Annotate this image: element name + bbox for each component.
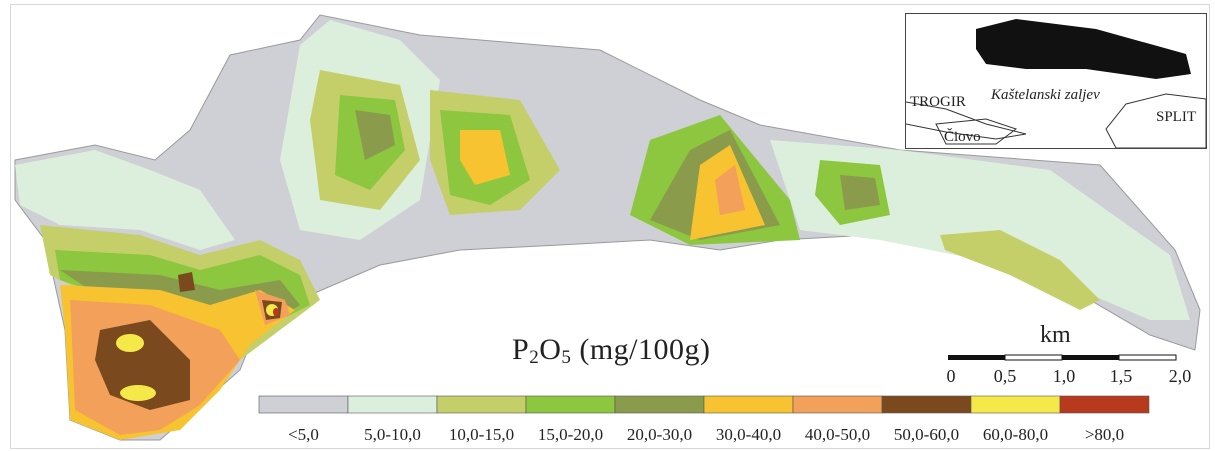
legend-swatch — [525, 395, 616, 414]
legend-label: 50,0-60,0 — [893, 425, 960, 444]
legend-label: 5,0-10,0 — [364, 425, 421, 444]
map-frame — [10, 4, 1210, 449]
legend-label: 40,0-50,0 — [804, 425, 871, 444]
scale-tick: 0,5 — [993, 366, 1017, 386]
legend-swatch — [703, 395, 794, 414]
zone-40-50-a — [715, 165, 745, 215]
legend-label: 15,0-20,0 — [537, 425, 604, 444]
legend-label: <5,0 — [288, 425, 319, 444]
legend-label: 10,0-15,0 — [448, 425, 515, 444]
zone-50-60-a — [178, 272, 195, 292]
map-title: P2O5 (mg/100g) — [512, 333, 711, 368]
zone-20-30-b — [840, 175, 880, 210]
scale-tick: 1,0 — [1052, 366, 1076, 386]
label-split: SPLIT — [1156, 109, 1197, 125]
scale-unit: km — [1040, 322, 1071, 348]
legend-swatch — [970, 395, 1061, 414]
legend-swatch — [792, 395, 883, 414]
zone-5-10-west — [15, 150, 235, 250]
label-bay: Kaštelanski zaljev — [991, 87, 1100, 103]
location-inset: TROGIR Kaštelanski zaljev SPLIT Čiovo — [905, 13, 1207, 149]
zone-10-15-c — [940, 230, 1100, 310]
scale-tick: 1,5 — [1109, 366, 1133, 386]
legend-swatch — [614, 395, 705, 414]
legend-bar — [258, 395, 1150, 414]
legend-swatch — [347, 395, 438, 414]
legend-label: 20,0-30,0 — [626, 425, 693, 444]
inset-map — [905, 19, 1207, 149]
label-trogir: TROGIR — [910, 94, 966, 110]
zone-60-80-b — [120, 385, 156, 401]
coastline-west — [905, 101, 1027, 140]
zone-30-40-a — [460, 130, 510, 185]
zone-20-30-a — [355, 110, 395, 160]
zone-80-plus — [273, 308, 279, 316]
coastline-ciovo — [935, 118, 1018, 145]
scale-bar — [948, 354, 1177, 361]
study-area-shape — [976, 19, 1191, 79]
legend-swatch — [258, 395, 349, 414]
legend-swatch — [881, 395, 972, 414]
label-ciovo: Čiovo — [944, 129, 981, 145]
legend-label: >80,0 — [1084, 425, 1125, 444]
legend-label: 60,0-80,0 — [982, 425, 1049, 444]
legend-swatch — [1059, 395, 1150, 414]
zone-60-80-a — [116, 334, 144, 352]
scale-tick: 2,0 — [1168, 366, 1192, 386]
scale-tick: 0 — [946, 366, 956, 386]
legend-label: 30,0-40,0 — [715, 425, 782, 444]
legend-swatch — [436, 395, 527, 414]
